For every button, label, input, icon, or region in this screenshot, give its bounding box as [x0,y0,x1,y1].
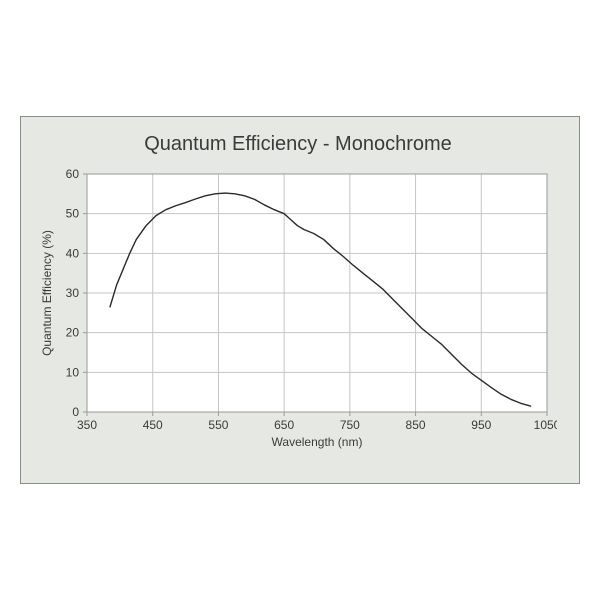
x-tick-label: 1050 [534,418,557,432]
y-tick-label: 40 [66,246,80,260]
y-tick-label: 50 [66,207,80,221]
chart-area: 350 450 550 650 750 850 950 1050 0 10 20 30 40 50 60 Wa… [37,166,559,461]
x-axis-label: Wavelength (nm) [272,435,363,449]
x-tick-label: 750 [340,418,360,432]
x-tick-label: 650 [274,418,294,432]
chart-title: Quantum Efficiency - Monochrome [37,133,559,156]
y-tick-label: 30 [66,286,80,300]
x-tick-label: 450 [143,418,163,432]
x-tick-label: 950 [471,418,491,432]
x-tick-label: 850 [406,418,426,432]
y-axis-label: Quantum Efficiency (%) [40,230,54,356]
y-tick-label: 60 [66,167,80,181]
x-tick-label: 550 [208,418,228,432]
page-background: Quantum Efficiency - Monochrome 350 450 55… [0,0,600,600]
y-tick-label: 10 [66,365,80,379]
chart-svg: 350 450 550 650 750 850 950 1050 0 10 20 30 40 50 60 Wa… [37,166,557,456]
y-tick-label: 0 [72,405,79,419]
chart-panel: Quantum Efficiency - Monochrome 350 450 55… [20,116,580,484]
x-tick-label: 350 [77,418,97,432]
y-tick-label: 20 [66,326,80,340]
